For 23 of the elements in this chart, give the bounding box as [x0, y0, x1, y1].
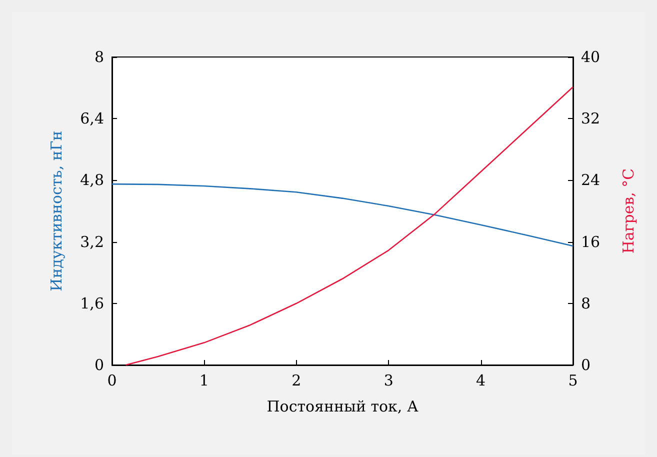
y-tick-label: 6,4: [80, 110, 104, 128]
y-tick-label: 3,2: [80, 232, 104, 251]
x-tick-label: 1: [199, 372, 209, 390]
y-tick-label: 8: [94, 48, 104, 66]
line-series: [111, 183, 574, 247]
y-tick-label: 0: [94, 356, 104, 374]
y-tick-label: 1,6: [80, 294, 104, 312]
x-tick-label: 2: [292, 372, 302, 390]
line-series: [125, 86, 574, 366]
x-tick-label: 5: [568, 372, 578, 390]
y2-tick-label: 0: [581, 356, 591, 374]
y-tick-label: 4,8: [80, 171, 104, 190]
x-tick-label: 4: [476, 372, 486, 390]
y2-axis-title: Нагрев, °C: [620, 168, 638, 254]
y2-tick-label: 24: [581, 171, 600, 190]
x-tick-label: 3: [384, 372, 394, 390]
y2-tick-label: 16: [581, 232, 600, 251]
x-tick-label: 0: [107, 372, 117, 390]
y2-tick-label: 40: [581, 48, 600, 66]
y2-tick-label: 32: [581, 110, 600, 128]
x-axis-title: Постоянный ток, А: [266, 398, 419, 416]
y2-tick-label: 8: [581, 294, 591, 312]
y-axis-title: Индуктивность, нГн: [48, 130, 66, 292]
